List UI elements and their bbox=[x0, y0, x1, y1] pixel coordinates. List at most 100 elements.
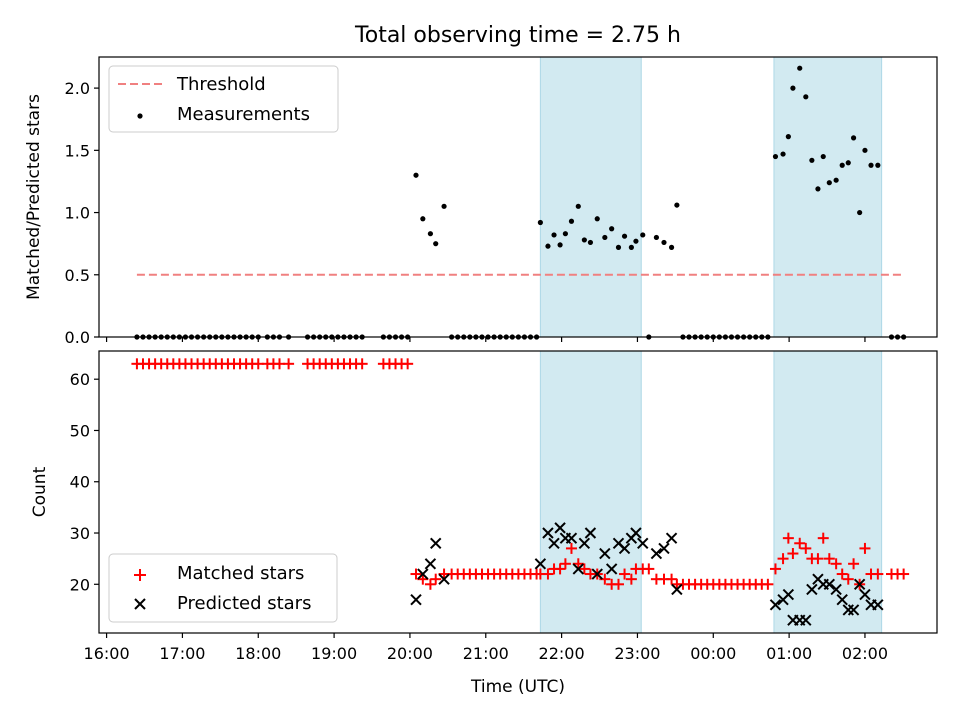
matched-star-markers bbox=[131, 358, 910, 590]
matched-star-point-102 bbox=[800, 542, 812, 554]
bottom-y-tick-label-1: 30 bbox=[70, 524, 90, 543]
matched-star-point-96 bbox=[762, 578, 774, 590]
top-y-axis-label: Matched/Predicted stars bbox=[24, 94, 44, 300]
x-tick-label-8: 00:00 bbox=[690, 644, 736, 663]
top-y-tick-label-0: 0.0 bbox=[65, 328, 90, 347]
predicted-star-point-25 bbox=[671, 583, 683, 596]
chart-title: Total observing time = 2.75 h bbox=[354, 23, 681, 48]
measurement-point-103 bbox=[809, 157, 815, 163]
measurement-point-112 bbox=[862, 147, 868, 153]
measurement-point-73 bbox=[621, 233, 628, 239]
measurement-point-66 bbox=[575, 203, 581, 209]
bottom-plot-frame bbox=[98, 350, 938, 634]
top-x-ticks bbox=[105, 337, 866, 342]
matched-star-point-108 bbox=[836, 568, 848, 580]
predicted-star-point-32 bbox=[806, 583, 818, 596]
predicted-star-point-10 bbox=[565, 532, 578, 544]
measurement-point-101 bbox=[797, 65, 803, 71]
measurement-point-42 bbox=[427, 231, 434, 237]
x-tick-label-9: 01:00 bbox=[766, 644, 812, 663]
matched-star-point-64 bbox=[559, 558, 571, 570]
measurement-point-60 bbox=[537, 219, 543, 226]
measurement-point-107 bbox=[833, 177, 839, 183]
bottom-y-axis-label: Count bbox=[30, 466, 50, 517]
measurement-point-64 bbox=[562, 231, 568, 237]
matched-star-point-41 bbox=[417, 573, 429, 585]
measurement-point-69 bbox=[594, 216, 600, 222]
measurement-point-63 bbox=[557, 242, 563, 248]
predicted-star-point-16 bbox=[605, 563, 618, 575]
measurement-point-72 bbox=[615, 244, 622, 250]
matched-star-point-43 bbox=[430, 573, 442, 585]
top-legend: Threshold Measurements bbox=[108, 65, 339, 133]
x-axis-label: Time (UTC) bbox=[470, 677, 565, 697]
matched-star-point-100 bbox=[787, 548, 799, 560]
predicted-star-point-21 bbox=[637, 537, 649, 549]
predicted-star-point-28 bbox=[782, 588, 795, 601]
measurement-point-113 bbox=[868, 162, 874, 168]
predicted-star-point-12 bbox=[578, 537, 591, 549]
matched-star-point-24 bbox=[283, 358, 295, 370]
matched-star-point-74 bbox=[625, 573, 637, 585]
measurement-point-78 bbox=[653, 234, 660, 241]
matched-star-point-97 bbox=[769, 563, 781, 575]
matched-star-point-67 bbox=[578, 563, 590, 575]
matched-star-point-66 bbox=[572, 558, 584, 570]
measurement-point-67 bbox=[581, 237, 587, 243]
x-tick-label-5: 21:00 bbox=[463, 644, 509, 663]
measurement-point-109 bbox=[845, 160, 851, 166]
top-span-0 bbox=[539, 56, 642, 338]
matched-star-point-99 bbox=[782, 532, 794, 544]
measurement-point-100 bbox=[790, 85, 796, 91]
matched-star-point-39 bbox=[402, 358, 414, 370]
predicted-star-point-2 bbox=[424, 558, 437, 570]
matched-legend-label: Matched stars bbox=[177, 563, 304, 584]
measurement-point-74 bbox=[628, 244, 634, 250]
predicted-star-point-14 bbox=[591, 568, 603, 580]
x-tick-label-7: 23:00 bbox=[614, 644, 660, 663]
top-y-tick-label-3: 1.5 bbox=[65, 141, 90, 160]
predicted-star-point-26 bbox=[769, 599, 782, 611]
matched-star-point-106 bbox=[823, 553, 835, 565]
matched-star-point-104 bbox=[812, 553, 824, 565]
measurement-point-99 bbox=[785, 134, 791, 140]
predicted-star-point-23 bbox=[658, 542, 670, 555]
threshold-legend-label: Threshold bbox=[176, 74, 266, 95]
predicted-star-markers bbox=[410, 522, 884, 626]
x-tick-label-1: 17:00 bbox=[159, 644, 205, 663]
top-y-tick-label-2: 1.0 bbox=[65, 204, 90, 223]
predicted-star-point-8 bbox=[554, 522, 566, 534]
matched-star-point-65 bbox=[565, 542, 577, 554]
bottom-span-0 bbox=[539, 350, 642, 634]
predicted-star-point-20 bbox=[630, 527, 642, 539]
matched-star-point-63 bbox=[554, 563, 566, 575]
matched-legend-swatch bbox=[134, 569, 146, 581]
predicted-star-point-4 bbox=[438, 573, 450, 585]
measurement-point-68 bbox=[587, 239, 594, 246]
predicted-star-point-24 bbox=[665, 532, 678, 544]
matched-star-point-34 bbox=[356, 358, 368, 370]
measurement-point-102 bbox=[803, 94, 809, 100]
top-plot-frame bbox=[98, 56, 938, 338]
measurement-point-41 bbox=[420, 216, 426, 222]
matched-star-point-109 bbox=[842, 573, 854, 585]
bottom-span-1 bbox=[773, 350, 883, 634]
predicted-star-point-1 bbox=[417, 568, 429, 580]
x-tick-label-2: 18:00 bbox=[235, 644, 281, 663]
x-tick-label-6: 22:00 bbox=[539, 644, 585, 663]
measurement-point-61 bbox=[545, 243, 551, 249]
bottom-y-tick-label-3: 50 bbox=[70, 421, 90, 440]
measurement-point-111 bbox=[857, 209, 863, 216]
predicted-legend-label: Predicted stars bbox=[177, 593, 311, 614]
top-y-tick-label-4: 2.0 bbox=[65, 79, 90, 98]
x-tick-label-0: 16:00 bbox=[84, 644, 130, 663]
predicted-star-point-22 bbox=[650, 547, 663, 560]
x-tick-label-3: 19:00 bbox=[311, 644, 357, 663]
predicted-star-point-11 bbox=[572, 563, 584, 575]
top-legend-box bbox=[108, 65, 339, 133]
measurement-point-75 bbox=[633, 238, 639, 244]
measurement-point-80 bbox=[668, 244, 675, 250]
bottom-y-ticks: 20 30 40 50 60 bbox=[70, 370, 99, 594]
x-tick-label-4: 20:00 bbox=[387, 644, 433, 663]
